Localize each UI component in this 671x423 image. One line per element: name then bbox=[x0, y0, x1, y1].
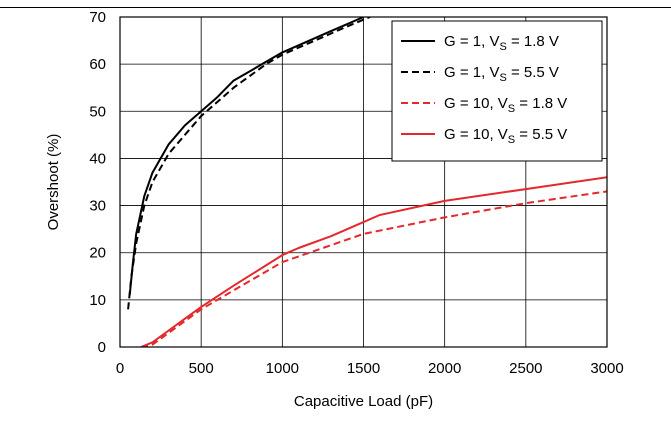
x-tick-label: 1000 bbox=[266, 360, 299, 377]
series-line-2 bbox=[128, 17, 370, 309]
y-tick-label: 20 bbox=[89, 245, 106, 262]
legend-label-subscript: S bbox=[508, 134, 515, 146]
x-tick-label: 2500 bbox=[509, 360, 542, 377]
x-tick-label: 2000 bbox=[428, 360, 461, 377]
legend-label-main: G = 1, V bbox=[444, 64, 499, 81]
x-tick-label: 500 bbox=[189, 360, 214, 377]
x-tick-label: 0 bbox=[116, 360, 124, 377]
legend: G = 1, VS = 1.8 VG = 1, VS = 5.5 VG = 10… bbox=[392, 21, 602, 161]
y-tick-label: 30 bbox=[89, 198, 106, 215]
y-tick-label: 50 bbox=[89, 103, 106, 120]
legend-label-subscript: S bbox=[508, 103, 515, 115]
legend-label-tail: = 5.5 V bbox=[507, 64, 559, 81]
legend-label-tail: = 1.8 V bbox=[507, 33, 559, 50]
y-tick-label: 0 bbox=[98, 339, 106, 356]
y-tick-label: 60 bbox=[89, 56, 106, 73]
x-tick-label: 1500 bbox=[347, 360, 380, 377]
x-axis-label: Capacitive Load (pF) bbox=[294, 393, 433, 410]
y-tick-label: 10 bbox=[89, 292, 106, 309]
series-line-1 bbox=[130, 17, 364, 295]
y-axis-label: Overshoot (%) bbox=[45, 134, 62, 231]
y-tick-label: 70 bbox=[89, 9, 106, 26]
legend-label-subscript: S bbox=[499, 41, 506, 53]
series-line-4 bbox=[141, 177, 607, 347]
legend-label-main: G = 10, V bbox=[444, 95, 508, 112]
legend-label-tail: = 5.5 V bbox=[515, 126, 567, 143]
x-tick-label: 3000 bbox=[590, 360, 623, 377]
legend-label-subscript: S bbox=[499, 72, 506, 84]
legend-label-main: G = 10, V bbox=[444, 126, 508, 143]
legend-label-tail: = 1.8 V bbox=[515, 95, 567, 112]
y-tick-label: 40 bbox=[89, 150, 106, 167]
legend-label-main: G = 1, V bbox=[444, 33, 499, 50]
series-line-3 bbox=[141, 191, 607, 347]
